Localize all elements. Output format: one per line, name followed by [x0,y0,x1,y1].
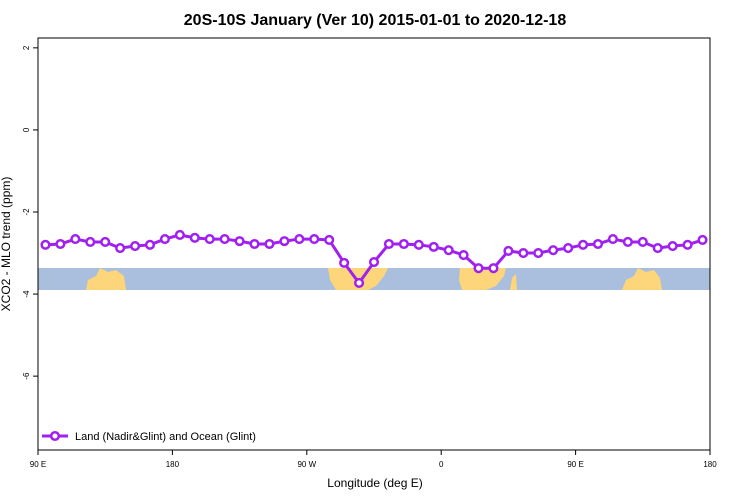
data-point [339,257,350,268]
data-point [204,234,215,245]
x-tick-label: 90 E [30,460,46,469]
data-point [563,243,574,254]
data-point [503,245,514,257]
data-point [667,241,678,252]
data-point [100,236,111,247]
data-point [637,236,648,247]
land [86,268,126,290]
y-tick-label: -4 [22,290,31,298]
data-point [144,239,156,250]
data-point [130,241,141,252]
data-point [324,234,335,245]
data-point [219,234,230,245]
x-tick-label: 180 [703,460,717,469]
data-point [159,234,170,245]
data-point [174,229,185,241]
y-tick-label: -2 [22,208,31,216]
data-point [488,263,499,274]
data-point [533,247,544,259]
y-tick-label: 2 [22,45,31,50]
data-point [578,239,589,250]
data-point [115,243,126,254]
data-point [264,238,275,250]
data-point [189,232,200,243]
x-tick-label: 90 E [567,460,583,469]
data-point [473,263,484,274]
data-point [249,238,260,250]
x-tick-label: 180 [166,460,180,469]
data-point [368,257,380,268]
x-tick-label: 0 [439,460,444,469]
chart-title: 20S-10S January (Ver 10) 2015-01-01 to 2… [184,12,567,29]
data-point [458,250,469,261]
y-tick-label: -6 [22,372,31,380]
data-point [234,236,245,247]
data-point [697,234,708,245]
data-point [682,239,693,250]
data-point [383,238,394,250]
data-point [398,238,409,250]
legend-label: Land (Nadir&Glint) and Ocean (Glint) [75,431,256,443]
plot-frame [37,37,711,451]
data-point [622,236,633,247]
land [622,268,662,290]
data-point [55,238,66,250]
data-point [592,238,604,250]
map-strip [38,268,710,290]
data-point [40,239,51,250]
data-point [652,243,663,254]
data-point [354,277,365,289]
data-point [548,245,559,256]
data-point [279,236,290,247]
data-point [428,241,439,252]
data-point [413,239,424,250]
data-point [70,234,81,245]
y-axis-label: XCO2 - MLO trend (ppm) [0,177,13,312]
x-axis-label: Longitude (deg E) [327,476,422,490]
legend-marker [49,430,61,442]
data-point [607,234,618,245]
data-point [294,234,305,245]
data-point [443,245,454,256]
x-tick-label: 90 W [297,460,316,469]
data-point [309,234,320,245]
land [459,268,517,290]
y-tick-label: 0 [22,127,31,132]
data-point [518,247,529,259]
data-point [85,236,96,247]
